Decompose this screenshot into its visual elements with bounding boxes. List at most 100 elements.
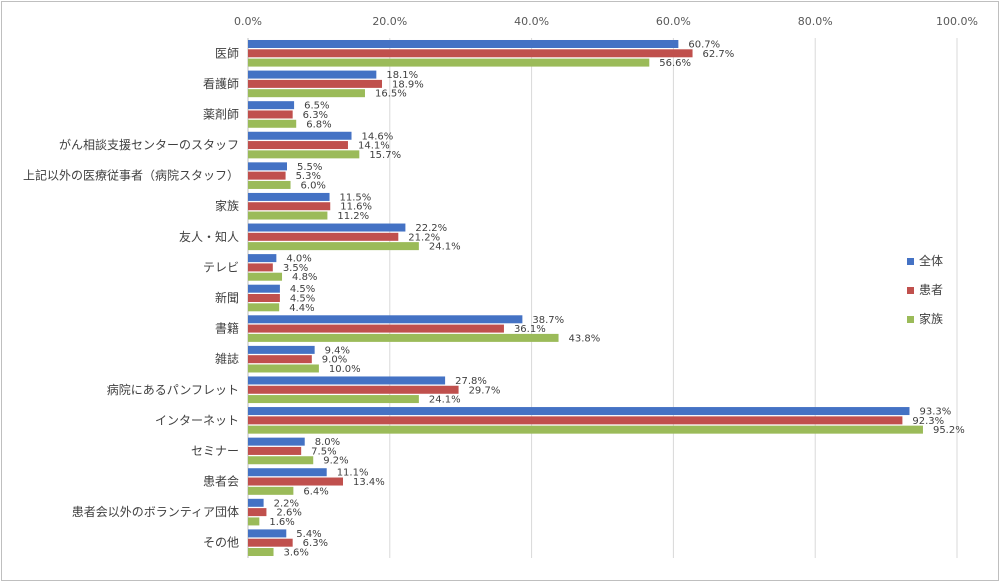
category-label: 書籍 (215, 321, 239, 336)
bar (248, 425, 923, 434)
bar (248, 89, 365, 98)
data-label: 18.1% (386, 70, 418, 81)
category-label: 上記以外の医療従事者（病院スタッフ） (23, 168, 239, 183)
bar (248, 456, 314, 465)
bar (248, 39, 679, 48)
bar (248, 407, 910, 416)
data-label: 11.5% (340, 192, 372, 203)
data-label: 13.4% (353, 477, 385, 488)
category-label: 薬剤師 (203, 106, 239, 121)
x-tick-label: 40.0% (514, 15, 549, 28)
category-label: 友人・知人 (179, 230, 239, 244)
data-label: 60.7% (688, 39, 720, 50)
bar (248, 272, 283, 281)
bar (248, 254, 277, 263)
bar (248, 49, 693, 58)
data-label: 43.8% (569, 333, 601, 344)
legend-swatch (907, 258, 914, 265)
category-label: その他 (203, 536, 239, 550)
bar (248, 242, 419, 251)
data-label: 4.4% (289, 303, 314, 314)
category-label: 医師 (215, 46, 239, 60)
bar (248, 141, 348, 150)
data-label: 6.5% (304, 101, 329, 112)
bar (248, 303, 280, 312)
bar (248, 486, 294, 495)
bar (248, 477, 344, 486)
data-label: 4.5% (290, 284, 315, 295)
bar (248, 192, 330, 201)
legend-swatch (907, 287, 914, 294)
bar (248, 376, 446, 385)
data-label: 6.4% (303, 486, 328, 497)
data-label: 5.4% (296, 529, 321, 540)
legend-label: 全体 (919, 253, 943, 268)
bar (248, 468, 327, 477)
x-axis-ticks: 0.0% 20.0% 40.0% 60.0% 80.0% 100.0% (234, 15, 978, 28)
bar (248, 263, 273, 272)
category-label: 新聞 (215, 290, 239, 305)
data-label: 14.1% (358, 141, 390, 152)
category-label: 病院にあるパンフレット (107, 382, 239, 397)
bar (248, 538, 293, 547)
bar (248, 548, 274, 557)
bar (248, 131, 352, 140)
category-label: セミナー (191, 444, 239, 458)
bar (248, 162, 287, 171)
data-label: 62.7% (703, 49, 735, 60)
data-label: 24.1% (429, 395, 461, 406)
bar (248, 508, 267, 517)
category-label: 雑誌 (215, 351, 239, 366)
data-label: 14.6% (362, 131, 394, 142)
data-label: 6.0% (301, 180, 326, 191)
data-label: 9.0% (322, 355, 347, 366)
category-label: 患者会 (203, 475, 239, 489)
bar (248, 315, 523, 324)
bar (248, 284, 280, 293)
data-label: 15.7% (369, 150, 401, 161)
data-label: 27.8% (455, 376, 487, 387)
bar (248, 395, 419, 404)
data-label: 11.2% (337, 211, 369, 222)
data-label: 3.5% (283, 263, 308, 274)
data-label: 5.3% (296, 171, 321, 182)
data-label: 56.6% (659, 58, 691, 69)
data-label: 3.6% (284, 548, 309, 559)
bar (248, 119, 297, 128)
bar (248, 211, 328, 220)
bar (248, 223, 406, 232)
data-label: 6.3% (303, 110, 328, 121)
bars (248, 39, 923, 557)
bar (248, 202, 331, 211)
bar (248, 58, 650, 67)
bar (248, 101, 295, 110)
data-label: 24.1% (429, 242, 461, 253)
bar (248, 171, 286, 180)
bar (248, 517, 260, 526)
category-label: がん相談支援センターのスタッフ (59, 137, 239, 152)
data-label: 21.2% (408, 232, 440, 243)
bar (248, 79, 383, 88)
data-label: 18.9% (392, 79, 424, 90)
bar (248, 232, 399, 241)
x-tick-label: 0.0% (234, 15, 262, 28)
bar (248, 333, 559, 342)
bar (248, 437, 305, 446)
bar (248, 446, 302, 455)
bar (248, 294, 280, 302)
category-label: テレビ (203, 260, 239, 274)
data-label: 10.0% (329, 364, 361, 375)
data-label: 11.6% (340, 202, 372, 213)
data-label: 6.3% (303, 538, 328, 549)
data-label: 92.3% (912, 416, 944, 427)
data-label: 5.5% (297, 162, 322, 173)
data-label: 38.7% (532, 315, 564, 326)
data-label: 2.6% (276, 508, 301, 519)
data-label: 22.2% (415, 223, 447, 234)
bar (248, 70, 377, 79)
data-label: 16.5% (375, 89, 407, 100)
bar (248, 498, 264, 507)
data-labels: 60.7%62.7%56.6%18.1%18.9%16.5%6.5%6.3%6.… (269, 39, 964, 558)
